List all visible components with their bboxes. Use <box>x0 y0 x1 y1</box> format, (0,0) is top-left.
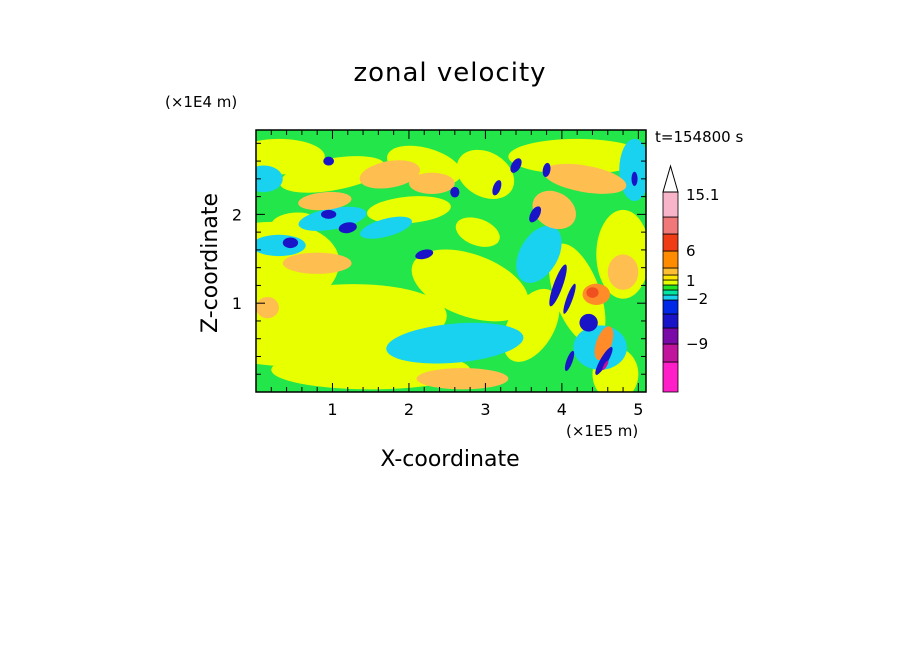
contour-region <box>492 180 502 196</box>
x-tick-label: 1 <box>327 400 337 419</box>
colorbar-label: 15.1 <box>686 186 719 204</box>
contour-region <box>549 264 567 307</box>
contour-region <box>529 206 542 223</box>
colorbar-band <box>662 289 679 296</box>
colorbar-extend-arrow <box>662 164 679 193</box>
x-tick-label: 4 <box>557 400 567 419</box>
x-tick-label: 3 <box>480 400 490 419</box>
contour-region <box>631 171 638 186</box>
x-axis-multiplier: (×1E5 m) <box>566 422 639 440</box>
colorbar-band <box>662 274 679 281</box>
colorbar-band <box>662 327 679 345</box>
contour-region <box>542 162 551 177</box>
colorbar-band <box>662 216 679 235</box>
colorbar-band <box>662 284 679 291</box>
colorbar-band <box>662 233 679 252</box>
contour-region <box>602 360 609 371</box>
contour-region <box>532 190 576 230</box>
contour-region <box>298 191 352 211</box>
colorbar-band <box>662 299 679 315</box>
colorbar-label: 6 <box>686 242 696 260</box>
contour-region <box>323 156 334 166</box>
contour-region <box>415 249 434 260</box>
contour-region <box>279 156 386 193</box>
colorbar-label: −9 <box>686 335 708 353</box>
contour-region <box>455 217 500 247</box>
contour-field <box>256 130 646 392</box>
contour-region <box>282 252 352 274</box>
contour-region <box>338 222 357 234</box>
colorbar-band <box>662 279 679 286</box>
plot-frame <box>255 129 647 393</box>
contour-region <box>386 322 524 364</box>
contour-region <box>516 225 562 283</box>
contour-region <box>367 196 451 224</box>
contour-region <box>563 283 576 314</box>
y-axis-multiplier: (×1E4 m) <box>165 93 238 111</box>
colorbar: 15.1 6 1−2 −9 <box>662 164 719 393</box>
contour-region <box>408 172 455 194</box>
contour-region <box>256 234 306 257</box>
chart-title: zonal velocity <box>353 58 547 88</box>
colorbar-band <box>662 267 679 276</box>
colorbar-band <box>662 191 679 218</box>
contour-region <box>416 368 509 390</box>
x-axis-label: X-coordinate <box>380 447 520 472</box>
contour-region <box>595 346 613 375</box>
colorbar-band <box>662 250 679 269</box>
contour-region <box>321 209 337 219</box>
contour-region <box>359 160 421 189</box>
contour-region <box>411 249 529 322</box>
x-tick-label: 2 <box>404 400 414 419</box>
contour-region <box>256 296 279 319</box>
contour-region <box>594 326 614 361</box>
contour-region <box>579 313 598 332</box>
colorbar-band <box>662 294 679 301</box>
x-tick-label: 5 <box>633 400 643 419</box>
colorbar-label: 1 <box>686 272 696 290</box>
contour-region <box>282 237 299 249</box>
y-tick-label: 1 <box>232 294 242 313</box>
colorbar-label: −2 <box>686 290 708 308</box>
contour-region <box>450 186 460 198</box>
colorbar-band <box>662 361 679 393</box>
y-tick-label: 2 <box>232 205 242 224</box>
contour-region <box>586 287 599 298</box>
contour-region <box>543 163 627 194</box>
axis-ticks: 1 2 3 4 5 1 2 <box>232 130 646 419</box>
contour-region <box>607 254 639 290</box>
contour-region <box>508 138 646 175</box>
contour-region <box>256 165 283 193</box>
contour-region <box>619 138 646 202</box>
contour-region <box>564 350 575 371</box>
contour-region <box>510 158 522 173</box>
time-label: t=154800 s <box>655 128 744 146</box>
contour-region <box>360 216 412 239</box>
colorbar-band <box>662 313 679 329</box>
colorbar-band <box>662 343 679 363</box>
